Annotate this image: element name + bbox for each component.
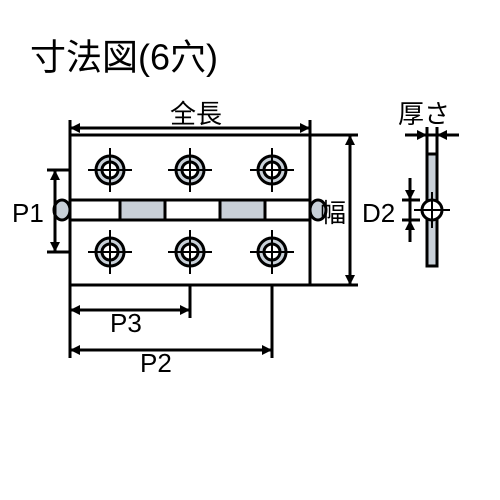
screw-hole [168, 148, 212, 192]
svg-text:寸法図(6穴): 寸法図(6穴) [30, 37, 218, 78]
svg-text:幅: 幅 [320, 198, 346, 228]
hinge-knuckle [54, 200, 326, 220]
screw-hole [88, 230, 132, 274]
screw-hole [168, 230, 212, 274]
dim-overall-length: 全長 [70, 99, 310, 135]
dim-thickness: 厚さ [398, 99, 459, 160]
svg-text:厚さ: 厚さ [398, 99, 450, 129]
diagram-title: 寸法図(6穴) [30, 37, 218, 78]
svg-text:P2: P2 [140, 348, 172, 378]
svg-text:P1: P1 [12, 198, 44, 228]
screw-hole [250, 230, 294, 274]
svg-text:全長: 全長 [170, 99, 222, 129]
hinge-side-view [414, 154, 450, 266]
svg-text:P3: P3 [110, 308, 142, 338]
screw-hole [250, 148, 294, 192]
dim-P2: P2 [70, 285, 272, 378]
hinge-front-view [54, 135, 326, 285]
dimensions: 全長 P1 幅 P3 P2 厚さ D2 [12, 99, 459, 378]
svg-text:D2: D2 [362, 198, 395, 228]
screw-hole [88, 148, 132, 192]
dim-D2: D2 [362, 178, 420, 242]
dim-P3: P3 [70, 285, 190, 338]
